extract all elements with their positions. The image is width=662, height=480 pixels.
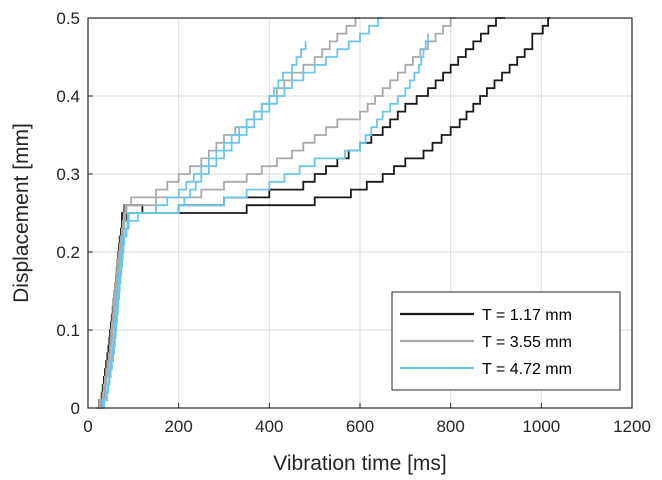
- series-line-3-run-3: [100, 33, 429, 409]
- y-tick-label: 0.3: [56, 165, 80, 184]
- y-tick-label: 0: [71, 399, 80, 418]
- legend-label: T = 3.55 mm: [482, 334, 572, 351]
- y-tick-label: 0.5: [56, 9, 80, 28]
- legend: T = 1.17 mm T = 3.55 mm T = 4.72 mm: [391, 291, 621, 391]
- x-tick-label: 1000: [522, 417, 560, 436]
- x-axis-label: Vibration time [ms]: [273, 452, 447, 475]
- y-tick-label: 0.2: [56, 243, 80, 262]
- y-tick-label: 0.1: [56, 321, 80, 340]
- legend-label: T = 1.17 mm: [482, 307, 572, 324]
- y-axis-label: Displacement [mm]: [10, 123, 33, 303]
- series-line-2-run-2: [98, 17, 456, 409]
- y-tick-label: 0.4: [56, 87, 80, 106]
- series-lines: [97, 17, 551, 409]
- x-tick-label: 0: [83, 417, 92, 436]
- axis-ticks: 0 200 400 600 800 1000 1200 0 0.1 0.2 0.3 0.4 0.5: [56, 9, 651, 436]
- x-tick-label: 800: [436, 417, 464, 436]
- legend-label: T = 4.72 mm: [482, 361, 572, 378]
- x-tick-label: 1200: [613, 417, 651, 436]
- x-tick-label: 200: [164, 417, 192, 436]
- x-tick-label: 400: [255, 417, 283, 436]
- x-tick-label: 600: [346, 417, 374, 436]
